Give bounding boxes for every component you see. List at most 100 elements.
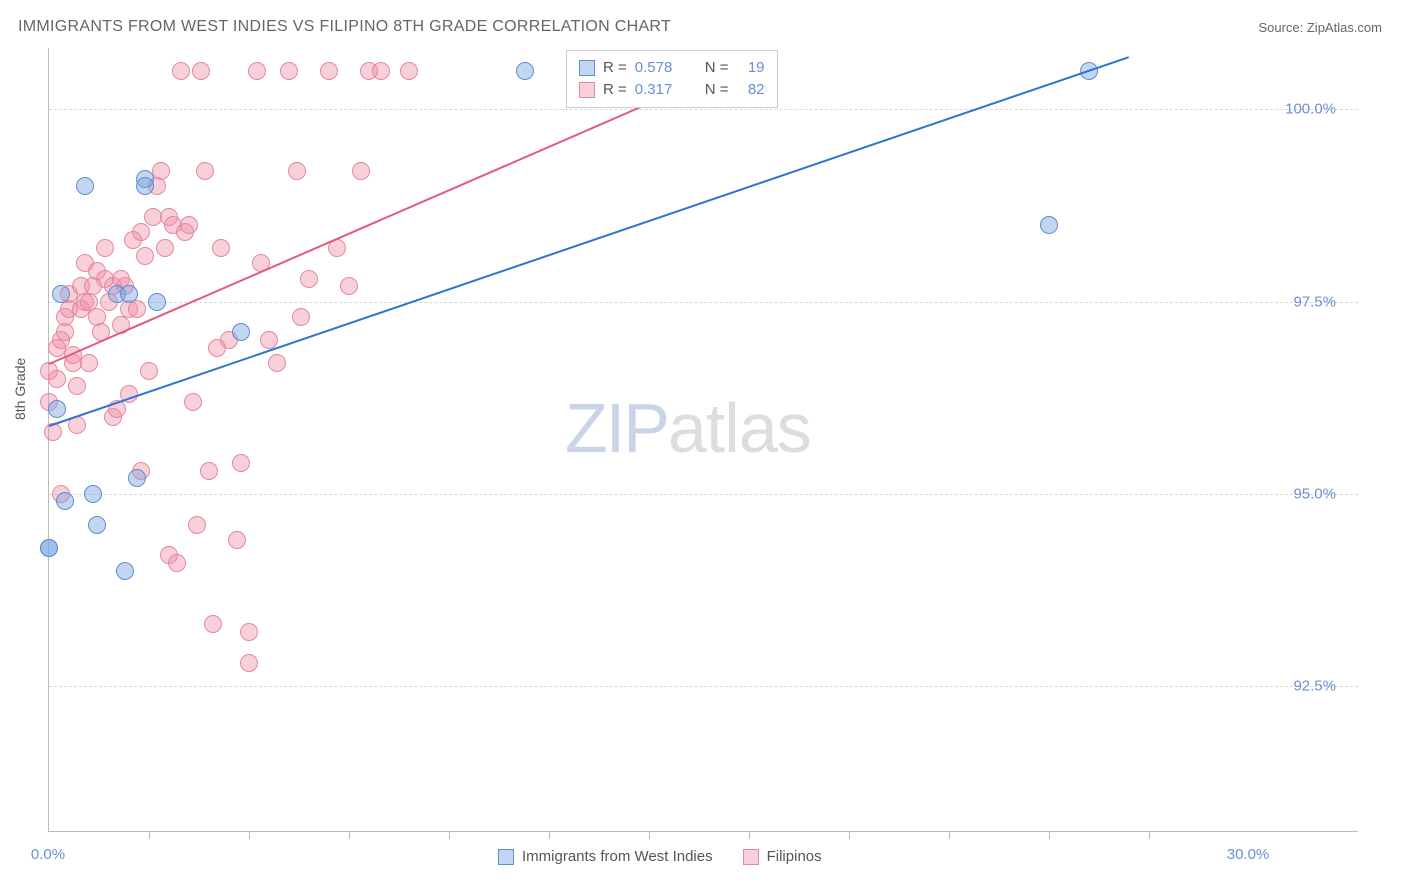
bottom-legend-item: Immigrants from West Indies: [498, 848, 713, 865]
plot-area: 92.5% 95.0% 97.5% 100.0%: [48, 48, 1358, 832]
y-tick-label: 92.5%: [1293, 677, 1336, 694]
filipinos-point: [188, 516, 206, 534]
y-tick-label: 100.0%: [1285, 101, 1336, 118]
filipinos-point: [68, 377, 86, 395]
x-tick: [549, 831, 550, 839]
filipinos-point: [212, 239, 230, 257]
r-value: 0.578: [635, 57, 691, 79]
x-tick: [949, 831, 950, 839]
west-indies-point: [84, 485, 102, 503]
filipinos-point: [240, 623, 258, 641]
west-indies-point: [40, 539, 58, 557]
filipinos-point: [204, 615, 222, 633]
x-tick: [249, 831, 250, 839]
x-tick: [149, 831, 150, 839]
n-value: 19: [737, 57, 765, 79]
filipinos-point: [132, 223, 150, 241]
x-tick: [749, 831, 750, 839]
source-credit: Source: ZipAtlas.com: [1258, 20, 1382, 35]
west-indies-point: [1040, 216, 1058, 234]
west-indies-trendline: [49, 56, 1130, 427]
bottom-legend: Immigrants from West Indies Filipinos: [498, 848, 822, 865]
filipinos-point: [232, 454, 250, 472]
filipinos-point: [292, 308, 310, 326]
filipinos-point: [56, 323, 74, 341]
west-indies-point: [232, 323, 250, 341]
filipinos-point: [184, 393, 202, 411]
legend-swatch: [579, 82, 595, 98]
filipinos-point: [372, 62, 390, 80]
x-tick: [1149, 831, 1150, 839]
gridline: [49, 109, 1358, 110]
x-tick: [349, 831, 350, 839]
filipinos-point: [400, 62, 418, 80]
west-indies-point: [76, 177, 94, 195]
west-indies-point: [516, 62, 534, 80]
source-prefix: Source:: [1258, 20, 1306, 35]
r-label: R =: [603, 57, 627, 79]
west-indies-point: [120, 285, 138, 303]
legend-stats-box: R = 0.578 N = 19 R = 0.317 N = 82: [566, 50, 778, 108]
bottom-legend-label: Immigrants from West Indies: [522, 848, 713, 865]
legend-stats-row: R = 0.578 N = 19: [579, 57, 765, 79]
filipinos-point: [172, 62, 190, 80]
n-value: 82: [737, 79, 765, 101]
filipinos-point: [320, 62, 338, 80]
west-indies-point: [56, 492, 74, 510]
filipinos-point: [128, 300, 146, 318]
r-label: R =: [603, 79, 627, 101]
legend-swatch: [743, 849, 759, 865]
n-label: N =: [705, 57, 729, 79]
filipinos-point: [288, 162, 306, 180]
source-link[interactable]: ZipAtlas.com: [1307, 20, 1382, 35]
filipinos-point: [228, 531, 246, 549]
gridline: [49, 302, 1358, 303]
west-indies-point: [148, 293, 166, 311]
filipinos-point: [140, 362, 158, 380]
filipinos-point: [300, 270, 318, 288]
west-indies-point: [116, 562, 134, 580]
filipinos-point: [196, 162, 214, 180]
filipinos-point: [280, 62, 298, 80]
filipinos-point: [200, 462, 218, 480]
x-tick-label: 0.0%: [31, 846, 65, 863]
filipinos-point: [136, 247, 154, 265]
filipinos-point: [340, 277, 358, 295]
filipinos-point: [240, 654, 258, 672]
west-indies-point: [128, 469, 146, 487]
filipinos-point: [48, 370, 66, 388]
west-indies-point: [52, 285, 70, 303]
filipinos-point: [192, 62, 210, 80]
chart-title: IMMIGRANTS FROM WEST INDIES VS FILIPINO …: [18, 18, 671, 36]
bottom-legend-item: Filipinos: [743, 848, 822, 865]
west-indies-point: [88, 516, 106, 534]
filipinos-point: [180, 216, 198, 234]
filipinos-point: [268, 354, 286, 372]
filipinos-point: [96, 239, 114, 257]
legend-stats-row: R = 0.317 N = 82: [579, 79, 765, 101]
bottom-legend-label: Filipinos: [767, 848, 822, 865]
west-indies-point: [48, 400, 66, 418]
legend-swatch: [579, 60, 595, 76]
y-tick-label: 95.0%: [1293, 485, 1336, 502]
y-tick-label: 97.5%: [1293, 293, 1336, 310]
filipinos-point: [80, 354, 98, 372]
filipinos-point: [152, 162, 170, 180]
x-tick: [849, 831, 850, 839]
filipinos-point: [168, 554, 186, 572]
x-tick: [1049, 831, 1050, 839]
y-axis-label: 8th Grade: [12, 358, 28, 420]
r-value: 0.317: [635, 79, 691, 101]
x-tick-label: 30.0%: [1227, 846, 1270, 863]
legend-swatch: [498, 849, 514, 865]
filipinos-point: [156, 239, 174, 257]
n-label: N =: [705, 79, 729, 101]
gridline: [49, 494, 1358, 495]
plot-canvas: 92.5% 95.0% 97.5% 100.0%: [49, 48, 1358, 831]
x-tick: [649, 831, 650, 839]
filipinos-point: [44, 423, 62, 441]
west-indies-point: [136, 177, 154, 195]
filipinos-point: [352, 162, 370, 180]
filipinos-point: [248, 62, 266, 80]
x-tick: [449, 831, 450, 839]
